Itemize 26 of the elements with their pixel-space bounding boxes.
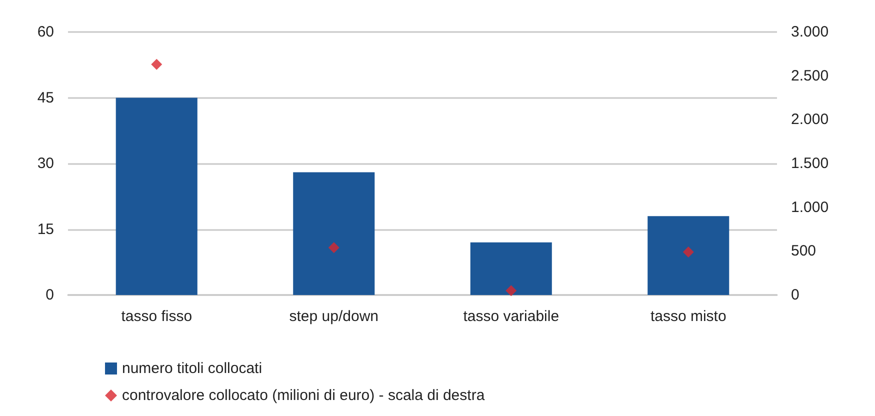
y-tick-label: 45 bbox=[37, 89, 54, 106]
y2-tick-label: 0 bbox=[791, 286, 800, 304]
y-tick-label: 30 bbox=[37, 155, 54, 172]
y2-tick-label: 1.000 bbox=[791, 198, 829, 216]
bar bbox=[293, 172, 375, 295]
y2-tick-label: 2.500 bbox=[791, 67, 829, 84]
point bbox=[682, 246, 694, 258]
bar bbox=[648, 216, 730, 295]
x-tick-label: tasso misto bbox=[650, 308, 726, 325]
bar bbox=[470, 242, 552, 295]
y2-tick-label: 500 bbox=[791, 242, 816, 260]
x-tick-label: step up/down bbox=[289, 308, 378, 325]
bar bbox=[116, 98, 198, 295]
y-tick-label: 0 bbox=[46, 286, 54, 304]
y2-tick-label: 3.000 bbox=[791, 24, 829, 40]
point bbox=[151, 58, 162, 70]
y-tick-label: 15 bbox=[37, 220, 54, 238]
legend-label: numero titoli collocati bbox=[122, 360, 262, 377]
x-tick-label: tasso fisso bbox=[121, 308, 192, 325]
x-tick-label: tasso variabile bbox=[463, 308, 560, 325]
y2-tick-label: 1.500 bbox=[791, 155, 829, 172]
point bbox=[328, 242, 340, 254]
legend-label: controvalore collocato (milioni di euro) - scala di destra bbox=[122, 387, 486, 404]
point bbox=[506, 285, 517, 296]
y-tick-label: 60 bbox=[37, 24, 54, 40]
y2-tick-label: 2.000 bbox=[791, 111, 829, 128]
